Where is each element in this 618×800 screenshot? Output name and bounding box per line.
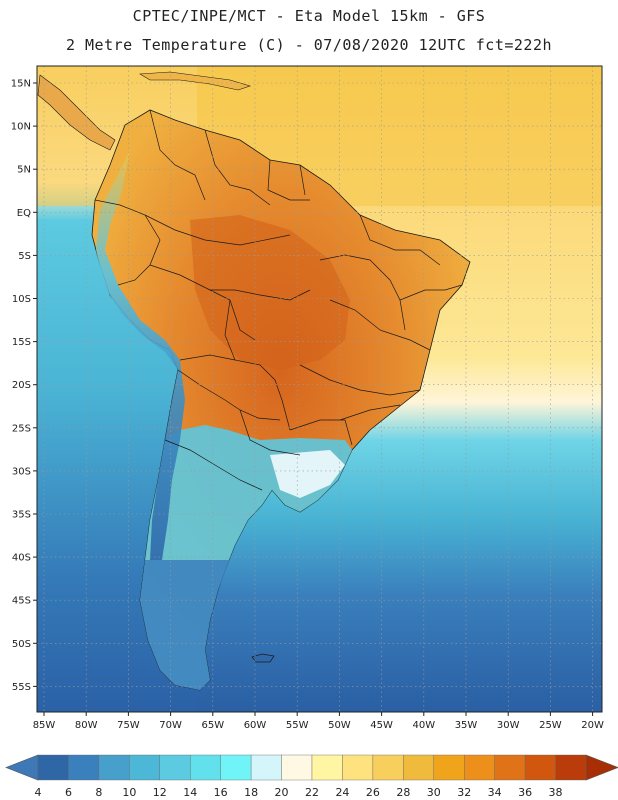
colorbar-segment — [342, 754, 374, 781]
lon-tick-label: 70W — [159, 720, 182, 731]
lon-tick-label: 45W — [370, 720, 393, 731]
colorbar-segment — [250, 754, 282, 781]
colorbar-label: 4 — [35, 786, 42, 799]
colorbar-segment — [68, 754, 100, 781]
lat-tick-label: 5S — [18, 251, 31, 262]
colorbar-label: 30 — [427, 786, 441, 799]
colorbar-label: 8 — [95, 786, 102, 799]
longitude-axis: 85W 80W 75W 70W 65W 60W 55W 50W 45W 40W 35W 30W 25W 2… — [33, 712, 604, 731]
colorbar-segment — [494, 754, 526, 781]
colorbar-label: 38 — [549, 786, 563, 799]
colorbar-segment — [311, 754, 343, 781]
lat-tick-label: 20S — [12, 380, 31, 391]
lat-tick-label: 55S — [12, 682, 31, 693]
colorbar-label: 34 — [488, 786, 502, 799]
temperature-colorbar: 4 6 8 10 12 14 16 18 20 22 24 26 28 30 32 34 36 38 — [5, 754, 618, 799]
lat-tick-label: 10N — [11, 122, 31, 133]
lon-tick-label: 55W — [286, 720, 309, 731]
lat-tick-label: 50S — [12, 639, 31, 650]
colorbar-segment — [190, 754, 221, 781]
lat-tick-label: 45S — [12, 596, 31, 607]
central-brazil-hot-core — [190, 215, 350, 370]
patagonia-cold-zone — [140, 560, 230, 690]
map-title: CPTEC/INPE/MCT - Eta Model 15km - GFS — [132, 7, 486, 25]
colorbar-label: 16 — [214, 786, 228, 799]
lon-tick-label: 85W — [33, 720, 56, 731]
lat-tick-label: 35S — [12, 510, 31, 521]
lon-tick-label: 50W — [328, 720, 351, 731]
colorbar-label: 26 — [366, 786, 380, 799]
colorbar-segment — [37, 754, 69, 781]
colorbar-segment — [159, 754, 191, 781]
colorbar-min-arrow — [5, 754, 39, 781]
lat-tick-label: EQ — [17, 208, 31, 219]
colorbar-segment — [433, 754, 465, 781]
colorbar-label: 24 — [335, 786, 349, 799]
map-subtitle: 2 Metre Temperature (C) - 07/08/2020 12U… — [65, 36, 553, 54]
lat-tick-label: 25S — [12, 423, 31, 434]
lon-tick-label: 20W — [581, 720, 604, 731]
colorbar-segment — [281, 754, 313, 781]
lat-tick-label: 40S — [12, 553, 31, 564]
lat-tick-label: 15S — [12, 337, 31, 348]
caribbean-islands — [139, 71, 251, 91]
uruguay-pale-zone — [270, 450, 345, 498]
latitude-axis: 15N 10N 5N EQ 5S 10S 15S 20S 25S 30S 35S 40S 45S 50S 5… — [11, 79, 37, 693]
falkland-islands — [251, 653, 275, 663]
lon-tick-label: 60W — [244, 720, 267, 731]
lon-tick-label: 35W — [455, 720, 478, 731]
colorbar-label: 22 — [305, 786, 319, 799]
colorbar-segment — [464, 754, 495, 781]
colorbar-segment — [98, 754, 130, 781]
lat-tick-label: 5N — [17, 165, 31, 176]
andes-cold-strip — [96, 150, 185, 560]
colorbar-label: 10 — [122, 786, 136, 799]
lon-tick-label: 25W — [539, 720, 562, 731]
colorbar-segment — [555, 754, 587, 781]
colorbar-label: 18 — [244, 786, 258, 799]
lon-tick-label: 40W — [412, 720, 435, 731]
colorbar-label: 20 — [275, 786, 289, 799]
lon-tick-label: 75W — [117, 720, 140, 731]
lon-tick-label: 80W — [75, 720, 98, 731]
colorbar-label: 32 — [457, 786, 471, 799]
colorbar-segment — [403, 754, 434, 781]
colorbar-segment — [129, 754, 160, 781]
colorbar-segment — [524, 754, 556, 781]
colorbar-label: 36 — [518, 786, 532, 799]
lat-tick-label: 10S — [12, 294, 31, 305]
colorbar-max-arrow — [585, 754, 618, 781]
central-america — [37, 74, 116, 151]
lat-tick-label: 15N — [11, 79, 31, 90]
colorbar-label: 28 — [396, 786, 410, 799]
colorbar-label: 14 — [183, 786, 197, 799]
lat-tick-label: 30S — [12, 466, 31, 477]
colorbar-label: 12 — [153, 786, 167, 799]
colorbar-segment — [220, 754, 252, 781]
colorbar-segment — [372, 754, 404, 781]
lon-tick-label: 65W — [201, 720, 224, 731]
plot-frame — [36, 65, 603, 713]
colorbar-label: 6 — [65, 786, 72, 799]
country-borders — [94, 109, 463, 491]
lon-tick-label: 30W — [497, 720, 520, 731]
